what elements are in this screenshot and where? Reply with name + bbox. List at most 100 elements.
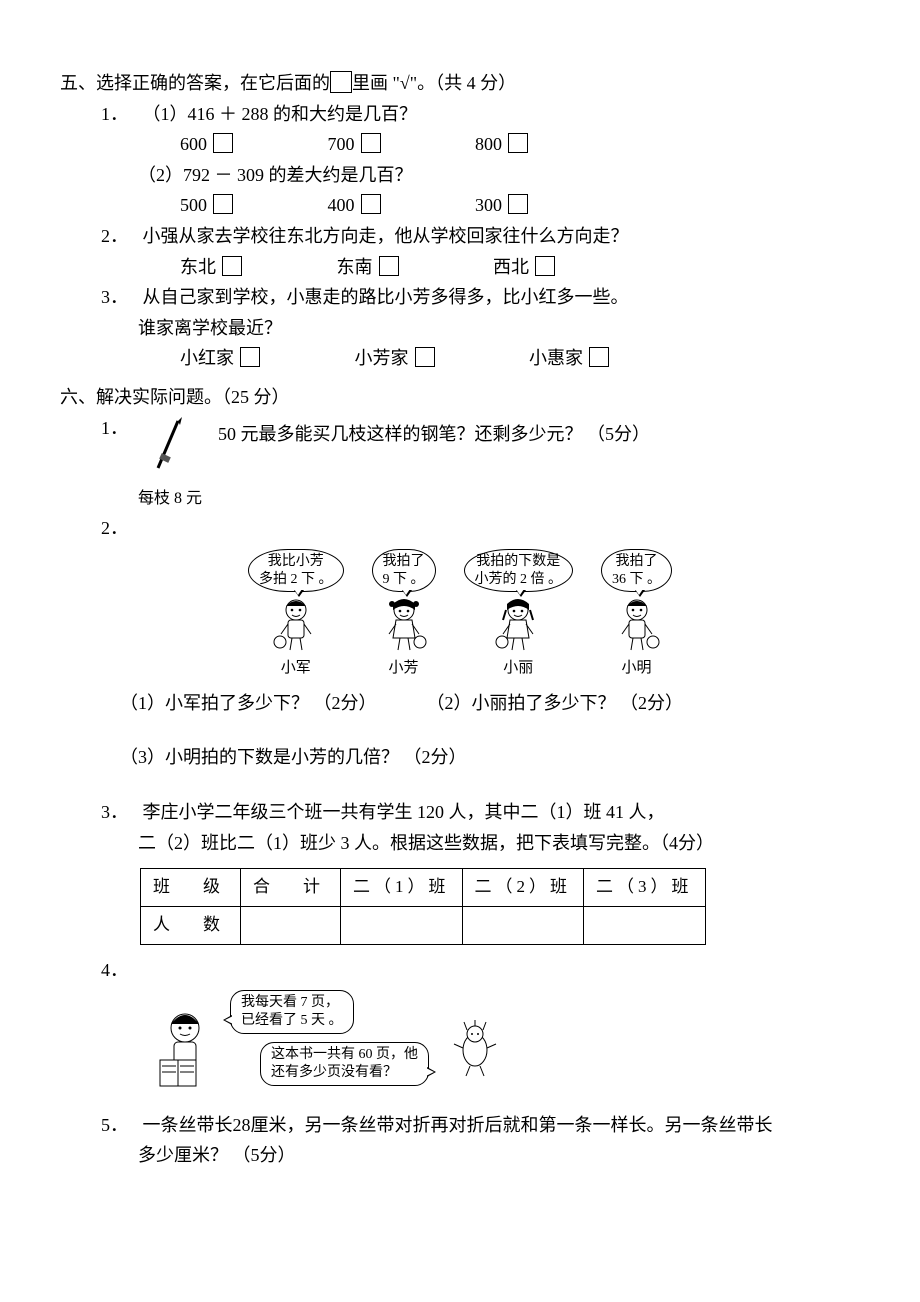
speech-bubble: 我每天看 7 页，已经看了 5 天 。 (230, 990, 354, 1034)
boy-reading-icon (150, 1000, 230, 1100)
option-label: 600 (180, 134, 207, 154)
q-text: 从自己家到学校，小惠走的路比小芳多得多，比小红多一些。 (143, 287, 629, 307)
q-text: 李庄小学二年级三个班一共有学生 120 人，其中二（1）班 41 人， (143, 802, 665, 822)
speech-bubble: 我拍了36 下 。 (601, 549, 672, 592)
table-cell[interactable] (341, 907, 463, 945)
q-number: 2． (100, 221, 128, 252)
child-icon (612, 594, 662, 654)
q-text: 谁家离学校最近？ (138, 318, 282, 338)
option-label: 东北 (180, 257, 216, 277)
checkbox[interactable] (240, 347, 260, 367)
table-row: 班 级 合 计 二（1）班 二（2）班 二（3）班 (141, 869, 706, 907)
q6-4-illustration: 我每天看 7 页，已经看了 5 天 。 这本书一共有 60 页，他还有多少页没有… (150, 990, 510, 1100)
table-header: 二（1）班 (341, 869, 463, 907)
sub-question: （2）小丽拍了多少下？ （2分） (427, 688, 684, 719)
mascot-icon (450, 1020, 500, 1080)
q5-3: 3． 从自己家到学校，小惠走的路比小芳多得多，比小红多一些。 (60, 282, 860, 313)
table-header: 二（3）班 (584, 869, 706, 907)
q-text: （2）792 － 309 的差大约是几百？ (138, 165, 413, 185)
q5-1-2: （2）792 － 309 的差大约是几百？ (60, 160, 860, 191)
option-label: 小惠家 (529, 348, 583, 368)
child-icon (379, 594, 429, 654)
checkbox[interactable] (589, 347, 609, 367)
q6-2: 2． (60, 513, 860, 544)
q-text: 50 元最多能买几枝这样的钢笔？还剩多少元？ （5分） (218, 413, 650, 450)
table-header: 合 计 (241, 869, 341, 907)
q5-2-options: 东北 东南 西北 (60, 252, 860, 283)
checkbox[interactable] (508, 133, 528, 153)
q6-3-l2: 二（2）班比二（1）班少 3 人。根据这些数据，把下表填写完整。（4分） (60, 828, 860, 859)
q5-3-options: 小红家 小芳家 小惠家 (60, 343, 860, 374)
q5-2: 2． 小强从家去学校往东北方向走，他从学校回家往什么方向走？ (60, 221, 860, 252)
q5-3-line2: 谁家离学校最近？ (60, 313, 860, 344)
kid-name: 小丽 (503, 656, 533, 682)
table-row: 人 数 (141, 907, 706, 945)
sub-question: （3）小明拍的下数是小芳的几倍？ （2分） (120, 747, 467, 767)
checkbox[interactable] (379, 256, 399, 276)
speech-bubble: 这本书一共有 60 页，他还有多少页没有看？ (260, 1042, 429, 1086)
q6-4: 4． (60, 955, 860, 986)
kids-illustration: 我比小芳多拍 2 下 。 小军 我拍了9 下 。 小芳 我拍的下数 (60, 549, 860, 682)
q5-1: 1． （1）416 ＋ 288 的和大约是几百？ (60, 99, 860, 130)
table-cell[interactable] (241, 907, 341, 945)
checkbox[interactable] (361, 133, 381, 153)
checkbox[interactable] (222, 256, 242, 276)
speech-bubble: 我比小芳多拍 2 下 。 (248, 549, 344, 592)
square-icon (330, 71, 352, 93)
q-number: 5． (100, 1110, 128, 1141)
checkbox[interactable] (415, 347, 435, 367)
speech-bubble: 我拍了9 下 。 (372, 549, 436, 592)
sub-question: （1）小军拍了多少下？ （2分） (120, 688, 377, 719)
kid-xiaoli: 我拍的下数是小芳的 2 倍 。 小丽 (464, 549, 574, 682)
kid-name: 小明 (621, 656, 651, 682)
q-number: 1． (100, 99, 128, 130)
table-row-label: 人 数 (141, 907, 241, 945)
kid-xiaofang: 我拍了9 下 。 小芳 (372, 549, 436, 682)
q-text: （1）416 ＋ 288 的和大约是几百？ (143, 104, 418, 124)
q-text: 小强从家去学校往东北方向走，他从学校回家往什么方向走？ (143, 226, 629, 246)
kid-xiaoming: 我拍了36 下 。 小明 (601, 549, 672, 682)
checkbox[interactable] (213, 133, 233, 153)
section-5-title: 五、选择正确的答案，在它后面的里画 "√"。（共 4 分） (60, 68, 860, 99)
class-table: 班 级 合 计 二（1）班 二（2）班 二（3）班 人 数 (140, 868, 706, 945)
child-icon (271, 594, 321, 654)
option-label: 800 (475, 134, 502, 154)
table-cell[interactable] (462, 907, 584, 945)
q6-3: 3． 李庄小学二年级三个班一共有学生 120 人，其中二（1）班 41 人， (60, 797, 860, 828)
q6-2-sub3: （3）小明拍的下数是小芳的几倍？ （2分） (60, 742, 860, 773)
checkbox[interactable] (361, 194, 381, 214)
speech-bubble: 我拍的下数是小芳的 2 倍 。 (464, 549, 574, 592)
option-label: 东南 (337, 257, 373, 277)
table-header: 二（2）班 (462, 869, 584, 907)
q-text: 多少厘米？ （5分） (138, 1145, 296, 1165)
q-text: 一条丝带长28厘米，另一条丝带对折再对折后就和第一条一样长。另一条丝带长 (143, 1115, 773, 1135)
kid-xiaojun: 我比小芳多拍 2 下 。 小军 (248, 549, 344, 682)
option-label: 小红家 (180, 348, 234, 368)
option-label: 500 (180, 195, 207, 215)
q5-1-2-options: 500 400 300 (60, 190, 860, 221)
q-number: 3． (100, 282, 128, 313)
q6-5-l2: 多少厘米？ （5分） (60, 1140, 860, 1171)
option-label: 小芳家 (355, 348, 409, 368)
pen-price-label: 每枝 8 元 (60, 482, 860, 513)
q-number: 3． (100, 797, 128, 828)
option-label: 300 (475, 195, 502, 215)
q5-1-1-options: 600 700 800 (60, 129, 860, 160)
table-header: 班 级 (141, 869, 241, 907)
kid-name: 小芳 (388, 656, 418, 682)
pen-icon (138, 413, 198, 483)
child-icon (493, 594, 543, 654)
q-number: 2． (100, 513, 128, 544)
option-label: 400 (328, 195, 355, 215)
section-6-title: 六、解决实际问题。（25 分） (60, 382, 860, 413)
checkbox[interactable] (535, 256, 555, 276)
checkbox[interactable] (213, 194, 233, 214)
kid-name: 小军 (281, 656, 311, 682)
table-cell[interactable] (584, 907, 706, 945)
checkbox[interactable] (508, 194, 528, 214)
q-text: 二（2）班比二（1）班少 3 人。根据这些数据，把下表填写完整。（4分） (138, 833, 714, 853)
q6-1: 1． 50 元最多能买几枝这样的钢笔？还剩多少元？ （5分） (60, 413, 860, 483)
q-number: 1． (100, 413, 128, 444)
q6-5: 5． 一条丝带长28厘米，另一条丝带对折再对折后就和第一条一样长。另一条丝带长 (60, 1110, 860, 1141)
q-number: 4． (100, 955, 128, 986)
